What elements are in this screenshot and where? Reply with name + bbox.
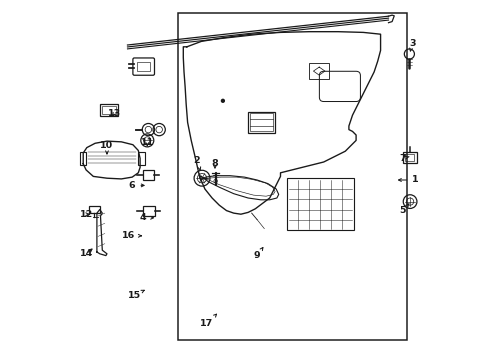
Text: 5: 5 [399, 204, 408, 215]
Text: 13: 13 [107, 109, 121, 118]
Text: 16: 16 [122, 231, 141, 240]
Bar [80, 152, 86, 165]
Text: 1: 1 [398, 175, 418, 184]
Text: 6: 6 [129, 181, 144, 190]
Bar [249, 113, 273, 131]
Text: 14: 14 [80, 249, 93, 258]
Text: 3: 3 [408, 39, 415, 51]
Text: 8: 8 [211, 159, 218, 168]
Text: 2: 2 [193, 156, 200, 170]
Bar [138, 152, 144, 165]
Bar [402, 152, 416, 163]
Text: 4: 4 [140, 213, 153, 222]
Bar [100, 104, 118, 116]
Text: 7: 7 [399, 154, 408, 163]
Bar [178, 13, 407, 340]
Text: 9: 9 [253, 248, 263, 260]
Circle shape [220, 99, 224, 103]
Bar [102, 106, 116, 114]
Bar [137, 62, 150, 71]
Text: 10: 10 [100, 141, 113, 154]
Bar [89, 206, 100, 213]
Bar [286, 178, 353, 230]
Bar [142, 170, 153, 180]
Bar [142, 206, 155, 216]
Bar [247, 112, 275, 133]
Text: 17: 17 [200, 314, 216, 328]
Bar [404, 154, 413, 161]
Text: 12: 12 [80, 210, 93, 219]
Text: 15: 15 [127, 290, 144, 300]
Text: 11: 11 [141, 138, 154, 147]
Bar [309, 63, 328, 79]
